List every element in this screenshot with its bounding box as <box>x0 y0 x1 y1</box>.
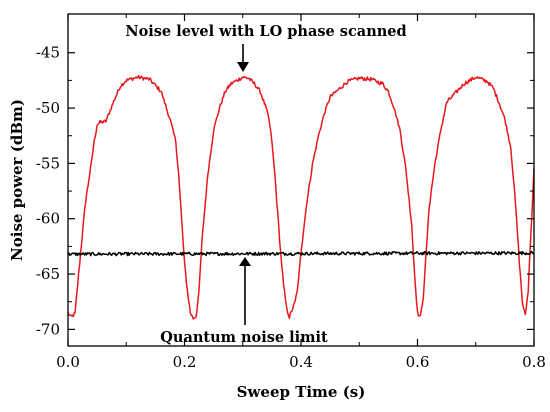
axes-layer: 0.0 0.2 0.4 0.6 0.8 -70 -65 -60 -55 -50 -45 <box>36 14 546 371</box>
annotation-noise-level-text: Noise level with LO phase scanned <box>125 23 406 40</box>
annotation-noise-level-arrowhead <box>237 62 249 72</box>
x-tick-label: 0.8 <box>522 353 546 371</box>
annotation-noise-level: Noise level with LO phase scanned <box>125 23 407 72</box>
x-axis-title: Sweep Time (s) <box>237 383 366 401</box>
series-layer <box>67 74 535 320</box>
x-tick-label: 0.2 <box>173 353 197 371</box>
y-tick-label: -60 <box>36 210 60 228</box>
annotation-quantum-limit-text: Quantum noise limit <box>160 329 328 346</box>
lo-phase-scanned-noise-line <box>67 74 535 320</box>
quantum-noise-limit-line <box>67 250 535 257</box>
x-tick-label: 0.0 <box>56 353 80 371</box>
y-tick-label: -45 <box>36 44 60 62</box>
plot-frame <box>67 13 535 347</box>
x-tick-label: 0.6 <box>406 353 430 371</box>
annotation-quantum-limit-arrowhead <box>239 257 251 266</box>
y-tick-label: -70 <box>36 320 60 338</box>
x-tick-label: 0.4 <box>289 353 313 371</box>
y-tick-label: -55 <box>36 154 60 172</box>
y-axis-title: Noise power (dBm) <box>8 99 26 261</box>
y-tick-label: -50 <box>36 99 60 117</box>
y-tick-label: -65 <box>36 265 60 283</box>
annotation-quantum-limit: Quantum noise limit <box>160 257 328 346</box>
